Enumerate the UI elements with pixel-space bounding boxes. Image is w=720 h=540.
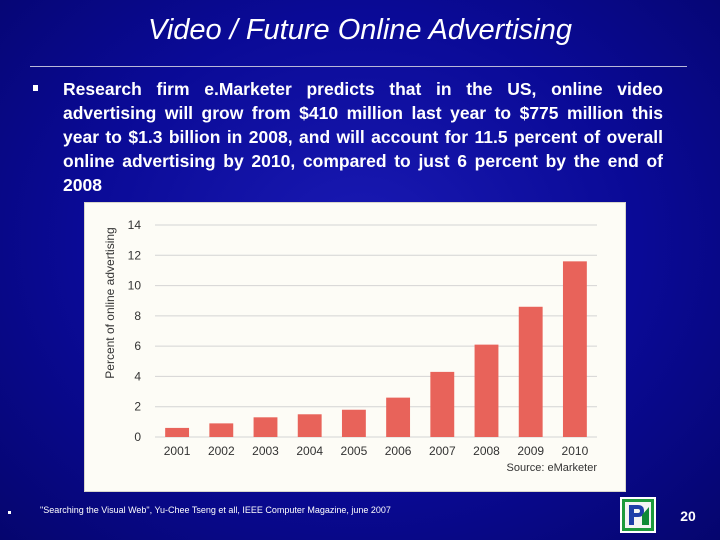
x-tick-label: 2004 — [296, 444, 323, 458]
bar-2005 — [341, 409, 366, 437]
y-tick-label: 4 — [134, 369, 141, 383]
chart-panel: 0 2 4 6 8 10 12 14 2001 2002 2003 2004 2005 2006 2007… — [84, 202, 626, 492]
x-tick-label: 2005 — [341, 444, 368, 458]
x-tick-label: 2009 — [517, 444, 544, 458]
bullet-text: Research firm e.Marketer predicts that i… — [63, 79, 663, 195]
y-tick-label: 10 — [128, 279, 142, 293]
footnote-bullet-icon — [8, 511, 11, 514]
x-tick-label: 2002 — [208, 444, 235, 458]
gridlines — [155, 224, 597, 438]
y-tick-label: 8 — [134, 309, 141, 323]
bar-2003 — [253, 417, 278, 437]
x-tick-label: 2010 — [562, 444, 589, 458]
x-tick-label: 2008 — [473, 444, 500, 458]
bar-2001 — [165, 427, 190, 437]
y-tick-label: 0 — [134, 430, 141, 444]
y-tick-label: 14 — [128, 218, 142, 232]
bar-2006 — [386, 397, 411, 437]
bar-2002 — [209, 423, 234, 437]
bar-chart: 0 2 4 6 8 10 12 14 2001 2002 2003 2004 2005 2006 2007… — [103, 218, 598, 474]
bar-2010 — [562, 261, 587, 437]
chart-source: Source: eMarketer — [507, 462, 598, 474]
footnote-citation: "Searching the Visual Web", Yu-Chee Tsen… — [40, 505, 391, 515]
x-tick-label: 2001 — [164, 444, 191, 458]
x-tick-label: 2006 — [385, 444, 412, 458]
page-number: 20 — [680, 508, 696, 524]
x-tick-labels: 2001 2002 2003 2004 2005 2006 2007 2008 2009 2010 — [164, 444, 589, 458]
title-divider — [30, 66, 687, 67]
bar-2007 — [430, 371, 455, 437]
y-tick-label: 6 — [134, 339, 141, 353]
y-tick-label: 12 — [128, 248, 142, 262]
bullet-marker-icon — [33, 85, 38, 91]
slide-title: Video / Future Online Advertising — [148, 14, 572, 46]
bar-2009 — [518, 306, 543, 437]
bars — [165, 261, 587, 437]
university-logo-icon — [620, 497, 656, 533]
y-tick-labels: 0 2 4 6 8 10 12 14 — [128, 218, 142, 444]
y-tick-label: 2 — [134, 400, 141, 414]
bar-2004 — [297, 414, 322, 437]
bar-2008 — [474, 344, 499, 437]
x-tick-label: 2003 — [252, 444, 279, 458]
x-tick-label: 2007 — [429, 444, 456, 458]
y-axis-label: Percent of online advertising — [103, 227, 117, 378]
